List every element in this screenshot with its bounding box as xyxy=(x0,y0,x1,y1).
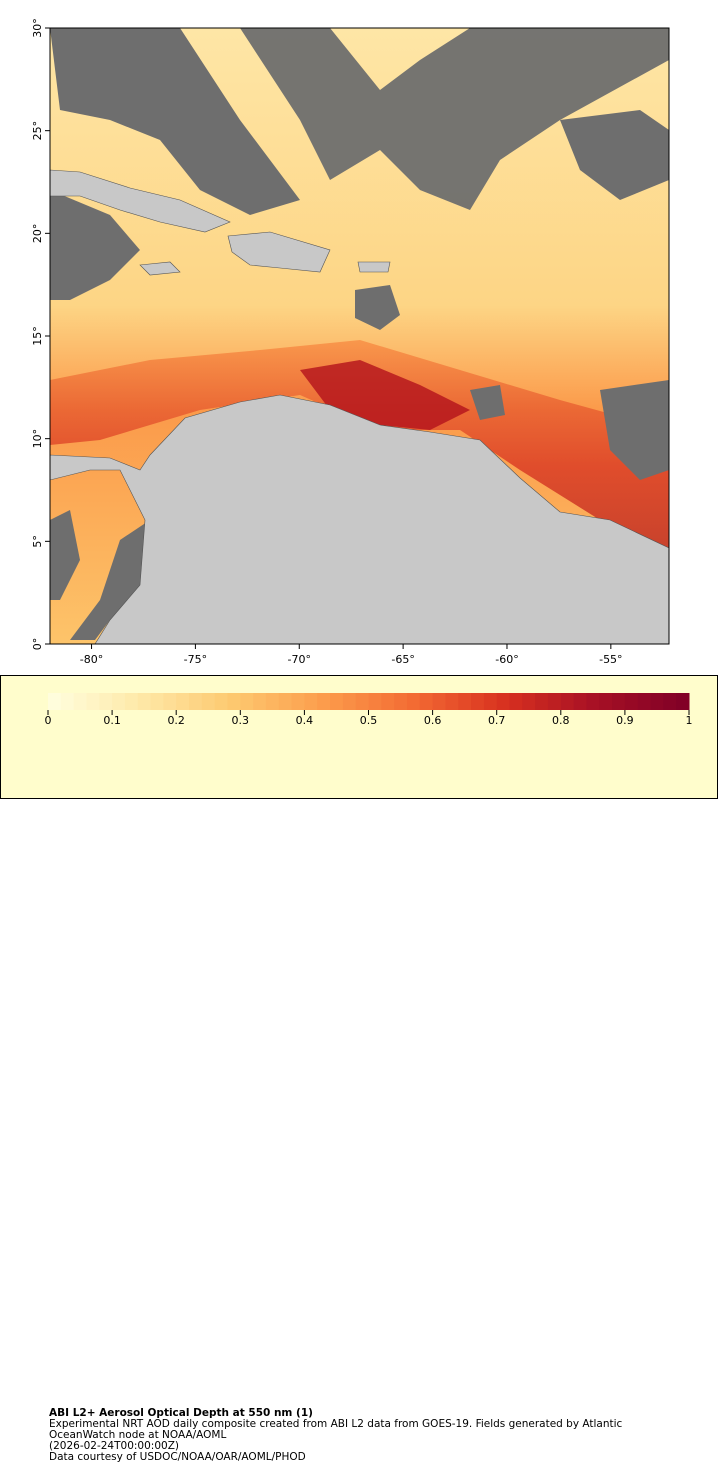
colorbar-segment xyxy=(214,693,228,710)
colorbar-tick-label: 0.4 xyxy=(296,714,314,727)
x-tick-label: -70° xyxy=(288,653,311,666)
colorbar-segment xyxy=(624,693,639,710)
colorbar-segment xyxy=(547,693,562,710)
colorbar-tick-label: 0.8 xyxy=(552,714,570,727)
page: -80° -75° -70° -65° -60° -55° 0° 5° 10° 15° 20° 25°… xyxy=(0,18,718,1463)
colorbar-title: ABI L2+ Aerosol Optical Depth at 550 nm … xyxy=(49,1407,313,1419)
colorbar-segment xyxy=(483,693,498,710)
x-tick-label: -60° xyxy=(495,653,518,666)
colorbar-segment xyxy=(637,693,652,710)
y-tick-label: 0° xyxy=(31,638,44,651)
colorbar-segment xyxy=(663,693,677,710)
caption-line: (2026-02-24T00:00:00Z) xyxy=(49,1440,179,1452)
colorbar-segment xyxy=(86,693,100,710)
colorbar-segment xyxy=(124,693,139,710)
colorbar-segment xyxy=(291,693,305,710)
caption-line: Experimental NRT AOD daily composite cre… xyxy=(49,1418,623,1441)
colorbar-segment xyxy=(112,693,126,710)
x-tick-label: -80° xyxy=(80,653,103,666)
colorbar-segment xyxy=(509,693,523,710)
land xyxy=(50,169,669,644)
colorbar: 0 0.1 0.2 0.3 0.4 0.5 0.6 0.7 0.8 0.9 1 xyxy=(45,693,693,727)
colorbar-segment xyxy=(573,693,587,710)
colorbar-segment xyxy=(99,693,113,710)
colorbar-segment xyxy=(522,693,536,710)
colorbar-segment xyxy=(368,693,382,710)
x-tick-label: -65° xyxy=(391,653,414,666)
x-tick-label: -55° xyxy=(599,653,622,666)
colorbar-segment xyxy=(355,693,369,710)
y-tick-label: 15° xyxy=(31,326,44,346)
colorbar-segment xyxy=(458,693,472,710)
colorbar-tick-label: 0.1 xyxy=(103,714,121,727)
colorbar-segment xyxy=(176,693,190,710)
colorbar-segment xyxy=(394,693,408,710)
colorbar-segment xyxy=(227,693,241,710)
colorbar-segment xyxy=(265,693,280,710)
colorbar-segment xyxy=(560,693,575,710)
colorbar-segment xyxy=(612,693,626,710)
colorbar-segment xyxy=(150,693,164,710)
colorbar-segment xyxy=(163,693,177,710)
colorbar-tick-label: 0.9 xyxy=(616,714,634,727)
colorbar-segment xyxy=(496,693,511,710)
colorbar-segment xyxy=(317,693,331,710)
colorbar-tick-label: 1 xyxy=(686,714,693,727)
colorbar-segment xyxy=(342,693,357,710)
colorbar-segment xyxy=(73,693,87,710)
colorbar-segment xyxy=(137,693,152,710)
map-area xyxy=(50,28,669,644)
y-tick-label: 20° xyxy=(31,224,44,244)
colorbar-segment xyxy=(676,693,690,710)
y-tick-label: 10° xyxy=(31,429,44,449)
colorbar-segment xyxy=(406,693,421,710)
colorbar-segment xyxy=(304,693,318,710)
colorbar-segment xyxy=(445,693,459,710)
colorbar-segment xyxy=(586,693,600,710)
colorbar-segment xyxy=(381,693,395,710)
colorbar-tick-label: 0.6 xyxy=(424,714,442,727)
colorbar-tick-label: 0 xyxy=(45,714,52,727)
y-tick-label: 25° xyxy=(31,121,44,141)
map: -80° -75° -70° -65° -60° -55° 0° 5° 10° 15° 20° 25°… xyxy=(31,18,670,666)
colorbar-segment xyxy=(60,693,75,710)
caption: ABI L2+ Aerosol Optical Depth at 550 nm … xyxy=(49,1408,689,1463)
legend: 0 0.1 0.2 0.3 0.4 0.5 0.6 0.7 0.8 0.9 1 ABI L2+ Ae… xyxy=(0,675,718,1463)
colorbar-tick-label: 0.7 xyxy=(488,714,506,727)
colorbar-segment xyxy=(201,693,216,710)
colorbar-segment xyxy=(471,693,485,710)
colorbar-segment xyxy=(240,693,254,710)
colorbar-segment xyxy=(650,693,664,710)
colorbar-segment xyxy=(599,693,613,710)
colorbar-segment xyxy=(535,693,549,710)
caption-line: Data courtesy of USDOC/NOAA/OAR/AOML/PHO… xyxy=(49,1451,306,1463)
colorbar-segment xyxy=(278,693,293,710)
colorbar-tick-label: 0.3 xyxy=(232,714,250,727)
colorbar-tick-label: 0.5 xyxy=(360,714,378,727)
clouds xyxy=(50,28,669,640)
colorbar-segment xyxy=(432,693,446,710)
colorbar-segment xyxy=(253,693,267,710)
y-tick-label: 5° xyxy=(31,535,44,548)
colorbar-segment xyxy=(48,693,62,710)
colorbar-segment xyxy=(330,693,344,710)
y-tick-label: 30° xyxy=(31,18,44,38)
colorbar-segment xyxy=(189,693,203,710)
colorbar-tick-label: 0.2 xyxy=(167,714,185,727)
x-tick-label: -75° xyxy=(184,653,207,666)
colorbar-segment xyxy=(419,693,434,710)
